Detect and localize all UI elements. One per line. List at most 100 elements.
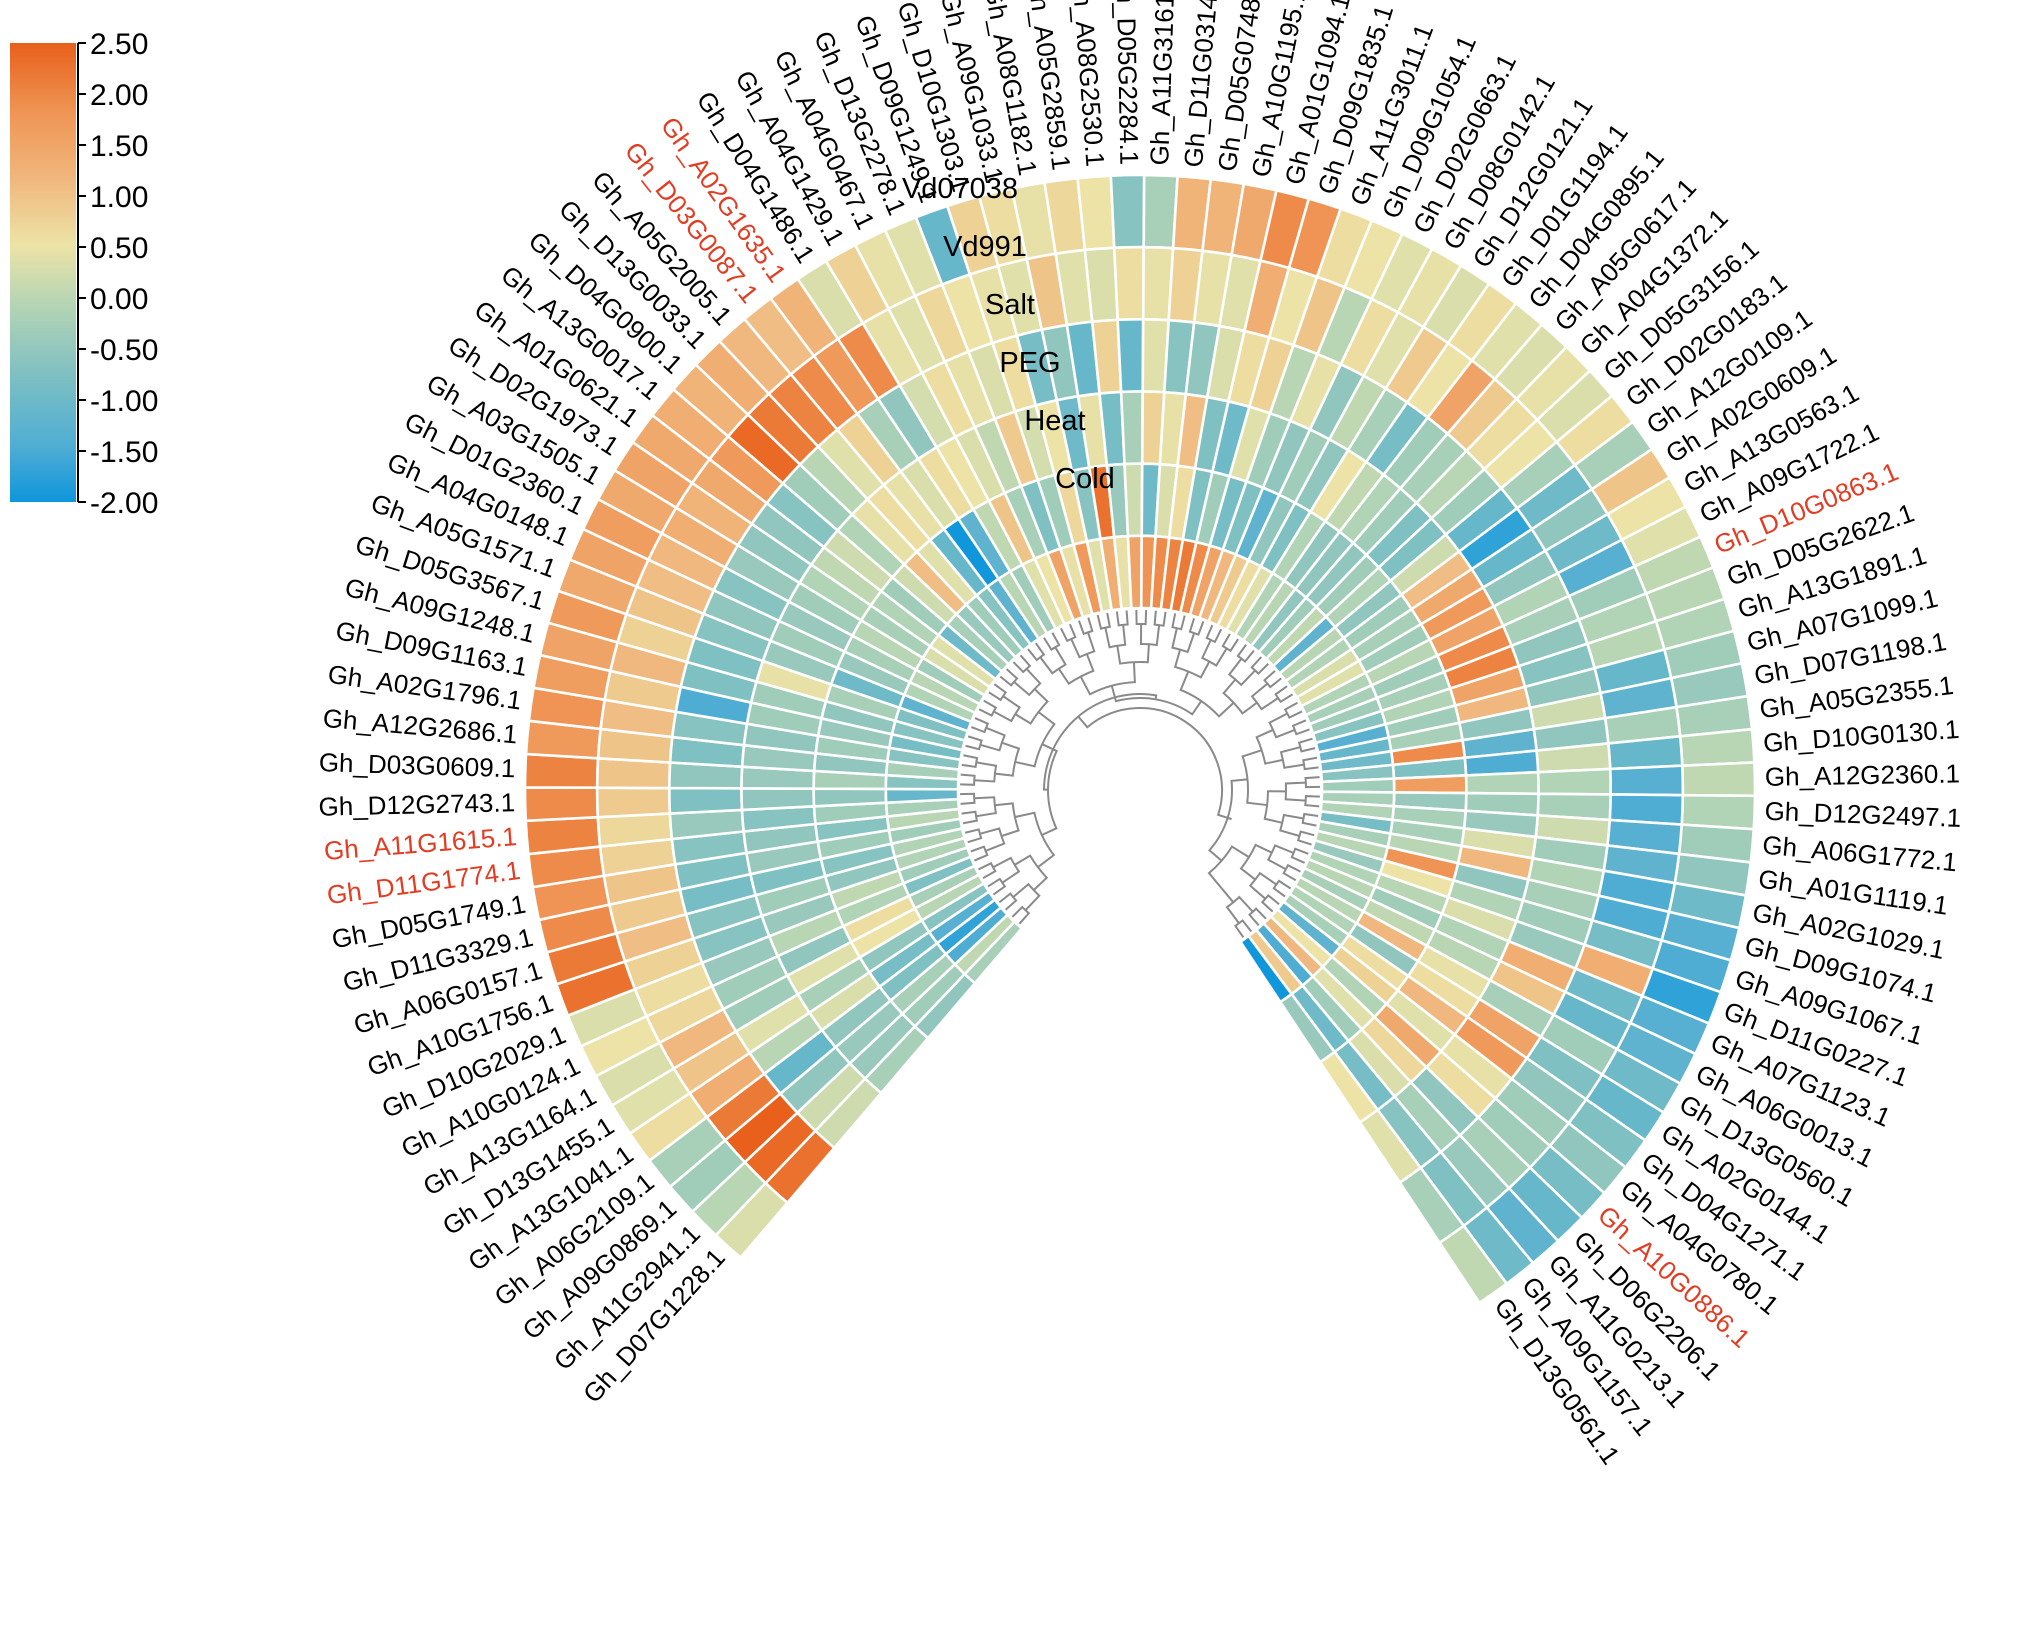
track-labels: Vd07038 Vd991 Salt PEG Heat Cold [902,173,1115,495]
dendrogram-branch [964,828,983,844]
dendrogram-branch [1043,632,1061,651]
dendrogram [960,610,1320,938]
heat-cell [595,786,672,819]
dendrogram-branch [1221,887,1235,903]
dendrogram-branch [1116,644,1150,665]
heat-cell [1126,534,1144,610]
dendrogram-branch [1208,778,1248,862]
colorbar-tick-label: -1.00 [90,385,158,418]
heat-cell [1238,934,1294,1004]
dendrogram-branch [988,683,1008,702]
dendrogram-branch [1079,662,1136,696]
dendrogram-branch [970,845,989,862]
dendrogram-branch [1304,776,1320,789]
track-label-salt: Salt [985,289,1035,321]
heat-cell [1109,173,1146,250]
heat-cell [1464,770,1540,796]
dendrogram-branch [1225,895,1254,924]
dendrogram-branch [1078,617,1094,636]
dendrogram-branch [1057,653,1095,686]
heat-cell [1119,390,1145,466]
heatmap-cells [523,173,1757,1305]
dendrogram-branch [1284,781,1306,802]
gene-label: Gh_D12G2497.1 [1764,796,1962,833]
dendrogram-branch [1188,618,1205,636]
dendrogram-branch [1205,624,1223,644]
dendrogram-branch [1115,610,1129,627]
dendrogram-branch [978,699,998,717]
dendrogram-branch [994,741,1021,777]
dendrogram-branch [1039,646,1067,675]
dendrogram-branch [970,717,990,734]
heat-cell [740,787,816,812]
colorbar-ticks: 2.50 2.00 1.50 1.00 0.50 0.00 -0.50 -1.00 -1.50 -… [78,28,158,520]
colorbar-tick-label: 0.00 [90,283,148,316]
dendrogram-branch [974,761,998,783]
colorbar-gradient [10,43,76,502]
dendrogram-branch [1272,879,1292,898]
heat-cell [523,786,600,823]
colorbar-tick-label: -1.50 [90,436,158,469]
heat-cell [1123,462,1144,538]
dendrogram-branch [1104,624,1127,649]
colorbar-tick-label: 1.00 [90,181,148,214]
dendrogram-branch [1263,670,1282,689]
dendrogram-branch [1290,847,1309,864]
track-label-vd991: Vd991 [943,231,1027,263]
heat-cell [1680,761,1757,798]
dendrogram-branch [1274,685,1294,704]
dendrogram-branch [1096,612,1111,630]
dendrogram-branch [993,695,1021,723]
dendrogram-branch [1302,756,1319,771]
dendrogram-branch [1255,728,1284,765]
track-label-cold: Cold [1055,463,1115,495]
dendrogram-branch [1153,610,1167,627]
heat-cell [1536,767,1612,796]
heat-cell [1083,246,1120,324]
gene-label: Gh_D12G2743.1 [318,787,515,822]
track-label-heat: Heat [1024,405,1085,437]
heat-cell [668,786,744,815]
colorbar-tick-label: -2.00 [90,487,158,520]
heat-cell [1142,173,1179,250]
dendrogram-branch [1301,812,1319,827]
dendrogram-branch [1139,623,1161,647]
dendrogram-branch [1239,843,1273,881]
dendrogram-branch [1283,701,1303,719]
heat-cell [1320,777,1396,794]
dendrogram-branch [1279,746,1305,769]
gene-label: Gh_D03G0609.1 [318,747,515,783]
heat-cell [812,787,888,808]
dendrogram-branch [1296,830,1315,846]
dendrogram-branch [1077,707,1232,821]
heat-cell [524,815,602,856]
dendrogram-branch [961,754,979,768]
heat-cell [1116,318,1145,394]
colorbar-tick-label: 2.50 [90,28,148,61]
dendrogram-branch [1222,678,1258,715]
dendrogram-branch [965,735,983,751]
dendrogram-branch [1241,749,1268,807]
dendrogram-branch [1291,719,1310,736]
heat-cell [1392,774,1468,795]
dendrogram-branch [1266,844,1294,871]
heat-cell [523,752,600,790]
track-label-vd07038: Vd07038 [902,173,1018,205]
dendrogram-branch [960,792,976,805]
dendrogram-branch [1297,737,1316,753]
heat-cell [1678,727,1756,768]
colorbar-tick-label: 0.50 [90,232,148,265]
colorbar-tick-label: -0.50 [90,334,158,367]
gene-label: Gh_A11G3161.1 [1144,0,1181,166]
heat-cell [884,787,960,805]
heat-cell [1606,734,1684,771]
colorbar-tick-label: 2.00 [90,79,148,112]
dendrogram-branch [1171,627,1196,654]
dendrogram-branch [1248,871,1277,900]
heat-cell [1112,245,1146,322]
dendrogram-branch [994,802,1020,838]
dendrogram-branch [1014,854,1049,891]
dendrogram-branch [992,856,1021,884]
heat-cell [1076,174,1116,252]
